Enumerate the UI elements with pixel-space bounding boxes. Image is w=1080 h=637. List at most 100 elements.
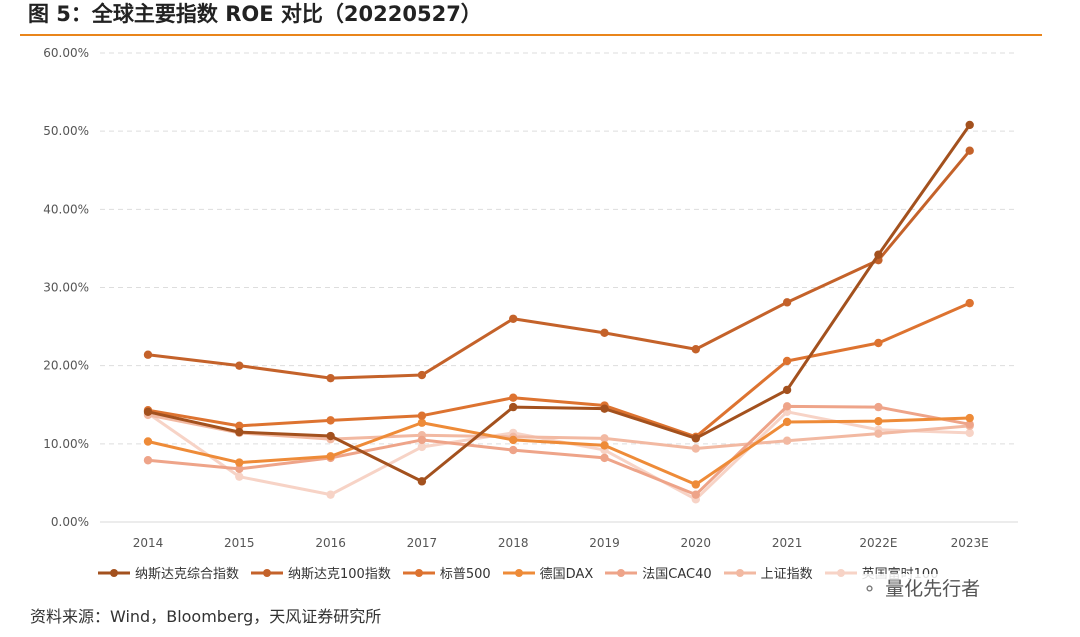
data-point: [417, 442, 427, 452]
legend-item: 纳斯达克100指数: [249, 563, 391, 582]
legend-label: 纳斯达克综合指数: [135, 567, 240, 582]
data-point: [874, 429, 883, 438]
legend-item: 法国CAC40: [603, 563, 712, 582]
data-point: [965, 146, 974, 155]
legend-swatch: [824, 568, 857, 577]
legend-item: 德国DAX: [501, 563, 594, 582]
watermark-text: 量化先行者: [885, 578, 981, 600]
y-tick-label: 0.00%: [51, 515, 89, 529]
data-point: [235, 361, 244, 370]
x-tick-label: 2018: [498, 536, 529, 550]
legend-swatch: [98, 568, 130, 577]
data-point: [235, 472, 244, 481]
data-point: [417, 435, 427, 445]
data-point: [509, 393, 518, 402]
y-tick-label: 20.00%: [43, 359, 89, 373]
series-line: [146, 149, 972, 380]
data-point: [326, 373, 335, 383]
data-point: [965, 420, 974, 429]
x-tick-label: 2020: [681, 536, 712, 550]
data-point: [782, 298, 792, 307]
data-point: [143, 437, 153, 446]
roe-line-chart: 0.00% 10.00% 20.00% 30.00% 40.00% 50.00% 60.00…: [43, 46, 1018, 550]
data-point: [143, 456, 153, 465]
x-tick-label: 2019: [589, 536, 620, 550]
data-point: [143, 407, 153, 416]
data-point: [600, 434, 609, 443]
series-line: [146, 416, 972, 486]
x-tick-label: 2015: [224, 536, 255, 550]
data-point: [509, 402, 518, 412]
wechat-icon: ⚬: [862, 579, 878, 600]
legend-swatch: [723, 568, 756, 577]
series-line: [146, 413, 972, 451]
data-point: [782, 385, 792, 395]
data-point: [509, 435, 518, 445]
data-point: [874, 402, 883, 412]
data-point: [326, 452, 335, 461]
source-note: 资料来源：Wind，Bloomberg，天风证券研究所: [30, 607, 382, 626]
data-point: [874, 416, 883, 426]
y-tick-label: 50.00%: [43, 124, 89, 138]
y-tick-label: 10.00%: [43, 437, 89, 451]
data-point: [235, 421, 244, 431]
x-tick-label: 2022E: [859, 536, 897, 550]
x-tick-label: 2014: [133, 536, 164, 550]
series-line: [146, 123, 972, 483]
data-point: [691, 490, 700, 499]
data-point: [691, 480, 700, 489]
data-point: [782, 417, 792, 427]
data-point: [417, 418, 427, 427]
legend-label: 法国CAC40: [642, 567, 712, 582]
title-rule: [20, 34, 1042, 36]
data-point: [235, 464, 244, 474]
data-point: [782, 402, 792, 411]
data-point: [600, 441, 609, 450]
data-point: [143, 350, 153, 359]
legend-label: 标普500: [439, 567, 491, 582]
data-point: [417, 477, 427, 486]
x-tick-label: 2023E: [951, 536, 989, 550]
data-point: [782, 436, 792, 445]
data-point: [874, 338, 883, 348]
figure-title: 图 5：全球主要指数 ROE 对比（20220527）: [28, 2, 482, 26]
x-tick-label: 2017: [407, 536, 438, 550]
data-point: [326, 416, 335, 425]
data-point: [965, 413, 974, 423]
legend-label: 上证指数: [760, 567, 813, 582]
data-point: [235, 458, 244, 467]
data-point: [691, 434, 700, 443]
legend-swatch: [402, 568, 435, 577]
legend-item: 标普500: [401, 563, 491, 582]
data-point: [600, 404, 609, 413]
data-point: [326, 431, 335, 441]
legend-swatch: [502, 568, 535, 577]
data-point: [235, 427, 244, 437]
data-point: [509, 445, 518, 455]
data-point: [965, 120, 974, 130]
data-point: [874, 250, 883, 259]
data-point: [509, 314, 518, 323]
legend-item: 上证指数: [722, 563, 813, 582]
data-point: [691, 444, 700, 453]
series-line: [146, 301, 972, 439]
data-point: [417, 411, 427, 420]
x-tick-label: 2016: [315, 536, 346, 550]
legend-swatch: [605, 568, 638, 577]
legend-label: 纳斯达克100指数: [288, 567, 391, 582]
data-point: [600, 453, 609, 463]
data-point: [691, 345, 700, 354]
watermark: ⚬ 量化先行者: [858, 574, 985, 601]
data-point: [326, 490, 335, 499]
legend-swatch: [251, 568, 284, 577]
y-tick-label: 60.00%: [43, 46, 89, 60]
y-tick-label: 40.00%: [43, 202, 89, 216]
legend-label: 德国DAX: [539, 567, 594, 582]
legend-item: 纳斯达克综合指数: [96, 563, 239, 582]
x-tick-label: 2021: [772, 536, 803, 550]
series-line: [146, 404, 972, 497]
data-point: [417, 370, 427, 380]
y-tick-label: 30.00%: [43, 281, 89, 295]
data-point: [600, 328, 609, 338]
data-point: [965, 298, 974, 308]
